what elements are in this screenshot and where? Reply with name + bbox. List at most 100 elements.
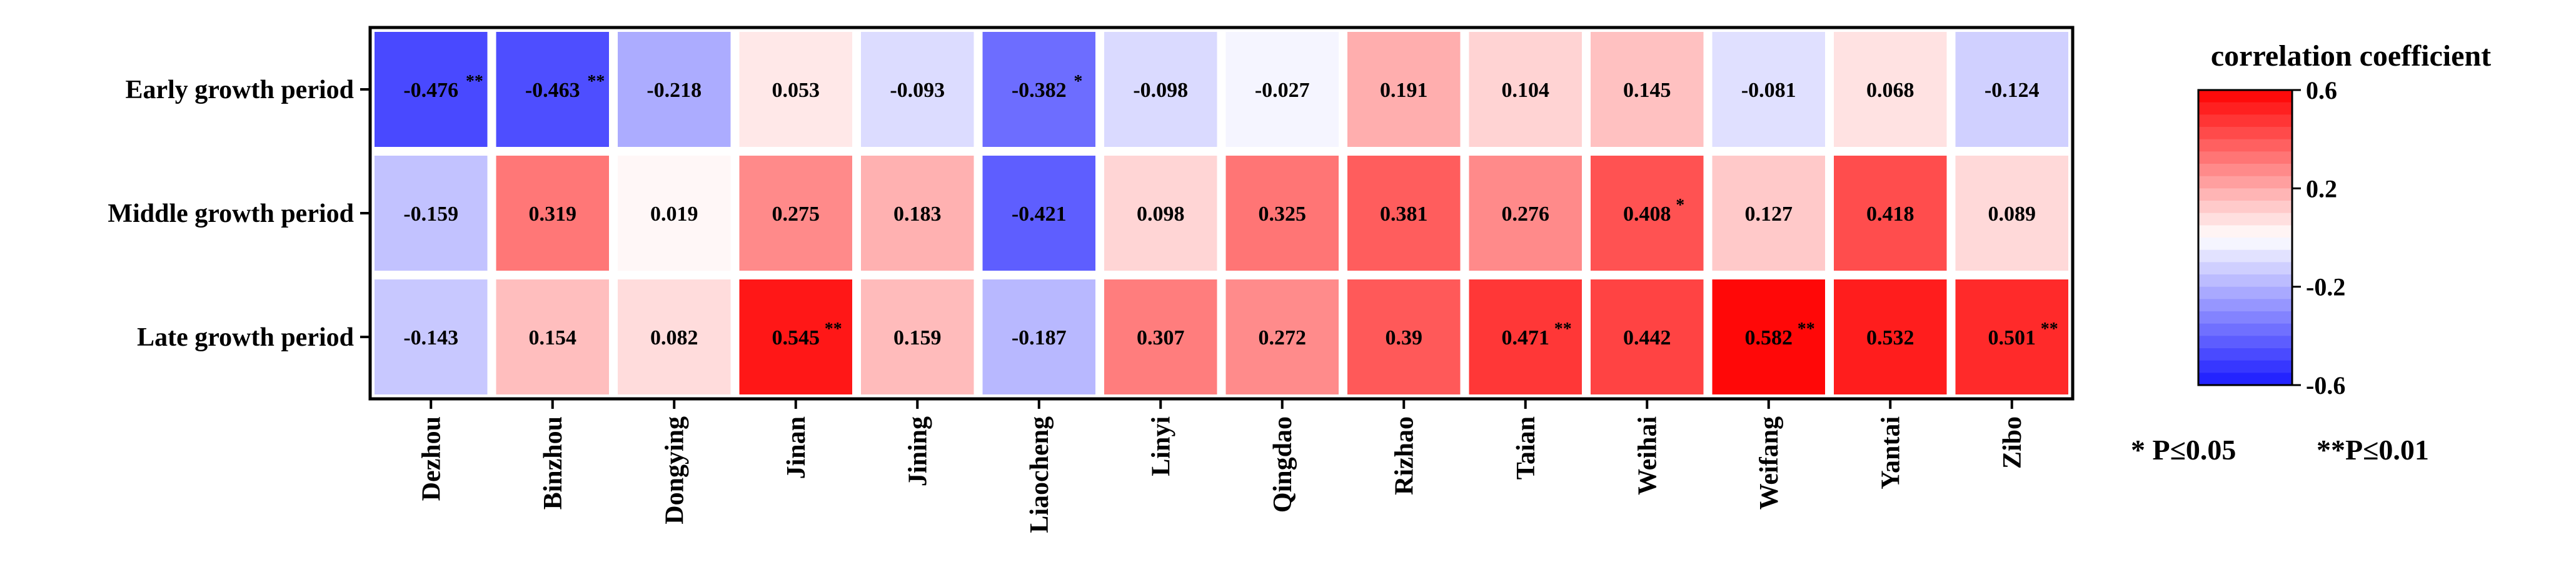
column-label: Binzhou xyxy=(539,416,568,509)
heatmap-cell xyxy=(1591,156,1704,271)
significance-marker: ** xyxy=(2041,319,2058,339)
colorbar-step xyxy=(2198,274,2292,288)
significance-marker: ** xyxy=(1798,319,1815,339)
colorbar-step xyxy=(2198,201,2292,214)
cell-value-label: 0.159 xyxy=(893,326,942,349)
column-label: Liaocheng xyxy=(1025,416,1054,533)
heatmap-cell xyxy=(618,32,731,147)
heatmap-cell xyxy=(982,32,1095,147)
cell-value-label: -0.463 xyxy=(525,79,580,102)
cell-value-label: -0.143 xyxy=(403,326,458,349)
significance-legend: * P≤0.05 **P≤0.01 xyxy=(2131,434,2429,466)
cell-value-label: 0.276 xyxy=(1502,203,1550,226)
column-label: Zibo xyxy=(1998,416,2027,469)
colorbar-step xyxy=(2198,90,2292,103)
heatmap-cell xyxy=(1225,279,1339,394)
heatmap-cell xyxy=(496,156,609,271)
row-label: Late growth period xyxy=(137,323,354,352)
column-label: Dongying xyxy=(660,416,689,524)
cell-value-label: 0.319 xyxy=(529,203,577,226)
heatmap-cell xyxy=(1225,156,1339,271)
heatmap-cell xyxy=(1955,279,2068,394)
heatmap-cell xyxy=(739,279,852,394)
colorbar-step xyxy=(2198,238,2292,251)
heatmap-cell xyxy=(861,156,974,271)
significance-note-p005: * P≤0.05 xyxy=(2131,434,2236,466)
colorbar-tick-label: 0.6 xyxy=(2306,76,2337,104)
cell-value-label: -0.081 xyxy=(1741,79,1796,102)
cell-value-label: 0.154 xyxy=(529,326,577,349)
cell-value-label: 0.582 xyxy=(1745,326,1793,349)
heatmap-cell xyxy=(1104,279,1217,394)
heatmap-cell xyxy=(496,32,609,147)
column-labels: Dezhou Binzhou Dongying Jinan Jining Liaochen… xyxy=(417,399,2027,533)
column-label: Dezhou xyxy=(417,416,446,501)
cell-value-label: -0.218 xyxy=(647,79,702,102)
significance-marker: ** xyxy=(587,72,605,91)
colorbar-step xyxy=(2198,373,2292,386)
column-label: Taian xyxy=(1512,416,1541,479)
cell-value-label: 0.381 xyxy=(1380,203,1428,226)
colorbar-step xyxy=(2198,176,2292,189)
cell-value-label: 0.104 xyxy=(1502,79,1550,102)
colorbar-step xyxy=(2198,286,2292,299)
heatmap-cell xyxy=(1469,32,1582,147)
cell-value-label: 0.39 xyxy=(1386,326,1423,349)
colorbar-tick-label: 0.2 xyxy=(2306,174,2337,203)
colorbar-tick-label: -0.2 xyxy=(2306,273,2345,301)
cell-value-label: 0.145 xyxy=(1623,79,1671,102)
cell-value-label: 0.418 xyxy=(1866,203,1914,226)
heatmap-cell xyxy=(1591,32,1704,147)
heatmap-cells: -0.476 ** -0.463 ** -0.218 0.053 -0.093 -0.382 *… xyxy=(375,32,2068,394)
colorbar-step xyxy=(2198,188,2292,201)
heatmap-cell xyxy=(1955,32,2068,147)
heatmap-cell xyxy=(1834,279,1947,394)
significance-marker: ** xyxy=(825,319,842,339)
cell-value-label: -0.476 xyxy=(403,79,458,102)
column-label: Weihai xyxy=(1633,416,1662,495)
cell-value-label: 0.068 xyxy=(1866,79,1914,102)
colorbar-step xyxy=(2198,323,2292,336)
cell-value-label: -0.027 xyxy=(1255,79,1310,102)
cell-value-label: -0.382 xyxy=(1012,79,1067,102)
colorbar-step xyxy=(2198,127,2292,140)
heatmap-cell xyxy=(739,32,852,147)
cell-value-label: 0.089 xyxy=(1988,203,2036,226)
cell-value-label: 0.019 xyxy=(650,203,698,226)
colorbar-step xyxy=(2198,336,2292,349)
cell-value-label: -0.093 xyxy=(890,79,945,102)
colorbar-step xyxy=(2198,151,2292,164)
significance-note-p001: **P≤0.01 xyxy=(2317,434,2429,466)
significance-marker: * xyxy=(1074,72,1082,91)
row-label: Early growth period xyxy=(125,76,354,104)
cell-value-label: 0.501 xyxy=(1988,326,2036,349)
cell-value-label: 0.127 xyxy=(1745,203,1793,226)
cell-value-label: -0.187 xyxy=(1012,326,1067,349)
heatmap-cell xyxy=(1834,32,1947,147)
colorbar-ticks: 0.6 0.2 -0.2 -0.6 xyxy=(2292,76,2345,399)
heatmap-cell xyxy=(1712,279,1825,394)
heatmap-cell xyxy=(375,156,488,271)
cell-value-label: 0.532 xyxy=(1866,326,1914,349)
heatmap-cell xyxy=(375,32,488,147)
colorbar-gradient xyxy=(2198,90,2292,386)
heatmap-cell xyxy=(1834,156,1947,271)
colorbar-step xyxy=(2198,225,2292,238)
cell-value-label: -0.421 xyxy=(1012,203,1067,226)
column-label: Yantai xyxy=(1876,416,1905,489)
colorbar-step xyxy=(2198,360,2292,373)
colorbar-step xyxy=(2198,102,2292,115)
row-label: Middle growth period xyxy=(108,199,354,228)
heatmap-cell xyxy=(1104,156,1217,271)
colorbar-step xyxy=(2198,213,2292,226)
column-label: Jinan xyxy=(782,416,811,479)
heatmap-cell xyxy=(1347,279,1461,394)
colorbar-title: correlation coefficient xyxy=(2211,39,2491,73)
heatmap-cell xyxy=(618,156,731,271)
significance-marker: ** xyxy=(1554,319,1572,339)
heatmap-cell xyxy=(618,279,731,394)
cell-value-label: 0.325 xyxy=(1259,203,1307,226)
column-label: Qingdao xyxy=(1269,416,1297,513)
heatmap-cell xyxy=(739,156,852,271)
